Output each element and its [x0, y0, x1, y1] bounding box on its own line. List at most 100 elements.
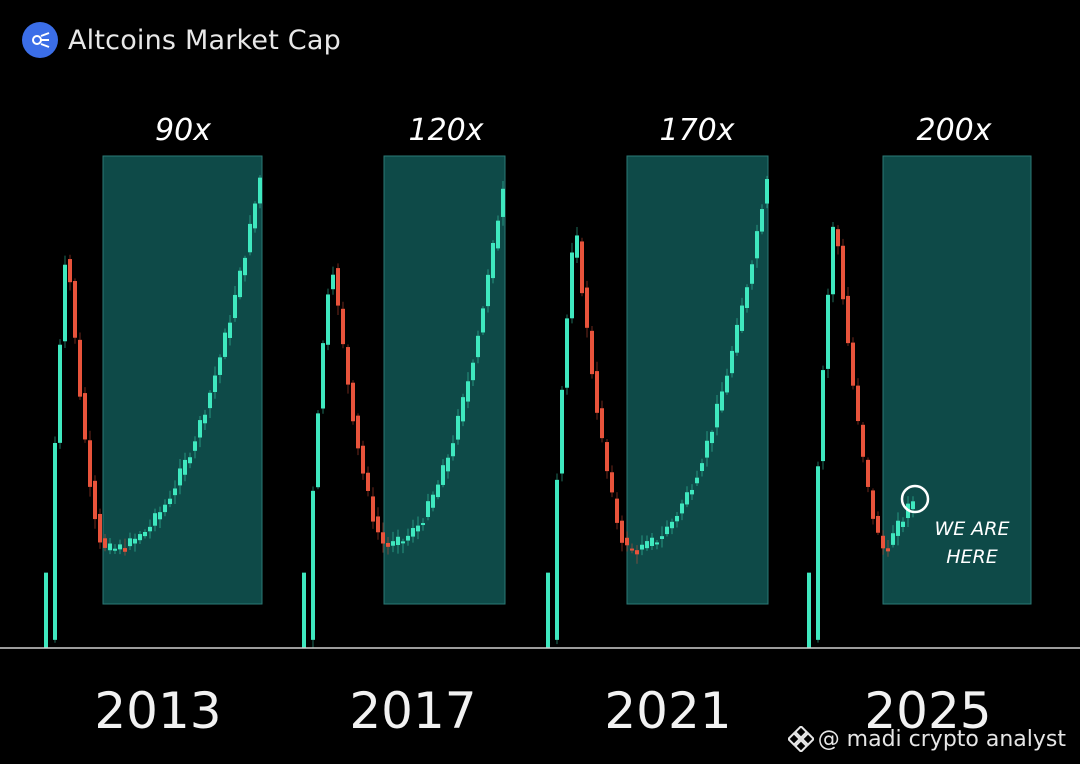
candle	[321, 343, 325, 409]
candle	[411, 528, 415, 537]
candle	[856, 385, 860, 422]
watermark-text: @ madi crypto analyst	[817, 726, 1066, 752]
candle	[103, 538, 107, 548]
candle	[690, 489, 694, 495]
candle	[821, 370, 825, 462]
candle	[123, 548, 127, 552]
candle	[570, 252, 574, 319]
multiplier-label-2021: 170x	[659, 113, 734, 148]
candle	[886, 548, 890, 552]
year-label-2021: 2021	[604, 682, 731, 740]
candle	[807, 572, 811, 648]
candle	[851, 342, 855, 386]
candle	[153, 513, 157, 526]
candle	[436, 484, 440, 498]
candle	[461, 397, 465, 422]
candle	[168, 498, 172, 505]
multiplier-label-2025: 200x	[916, 113, 991, 148]
candle	[248, 223, 252, 253]
candle	[660, 536, 664, 539]
candle	[645, 541, 649, 549]
note-line-1: WE ARE	[934, 518, 1009, 540]
candle	[203, 414, 207, 424]
candle	[841, 245, 845, 300]
candle	[223, 332, 227, 357]
cycle-box-2025	[882, 155, 1032, 605]
candle	[575, 235, 579, 258]
candle	[451, 443, 455, 457]
candle	[605, 442, 609, 472]
candle	[133, 538, 137, 544]
candle	[361, 445, 365, 474]
candle	[63, 264, 67, 342]
candle	[610, 472, 614, 493]
candle	[53, 442, 57, 640]
candle	[396, 536, 400, 546]
candle	[58, 344, 62, 443]
candle	[431, 494, 435, 508]
candle	[590, 330, 594, 375]
year-label-2017: 2017	[349, 682, 476, 740]
candle	[836, 229, 840, 247]
multiplier-label-2013: 90x	[155, 113, 211, 148]
candle	[376, 516, 380, 533]
candle	[720, 391, 724, 411]
candle	[630, 548, 634, 551]
candle	[316, 413, 320, 488]
candle	[302, 572, 306, 648]
candle	[311, 490, 315, 640]
candle	[585, 287, 589, 328]
candle	[351, 382, 355, 422]
candle	[441, 465, 445, 485]
candle	[901, 521, 905, 527]
candle	[78, 339, 82, 397]
candle	[173, 488, 177, 496]
candle	[635, 550, 639, 555]
candle	[346, 347, 350, 385]
candle	[118, 544, 122, 550]
candle	[44, 572, 48, 648]
candle	[911, 501, 915, 510]
candle	[486, 274, 490, 307]
candle	[680, 503, 684, 514]
candle	[846, 295, 850, 344]
candle	[416, 525, 420, 532]
chart-title: Altcoins Market Cap	[68, 24, 341, 56]
candle	[108, 543, 112, 551]
candle	[178, 468, 182, 486]
candle	[765, 179, 769, 204]
candle	[371, 496, 375, 522]
candle	[426, 501, 430, 518]
candle	[88, 440, 92, 487]
note-line-2: HERE	[946, 546, 998, 568]
candle	[183, 459, 187, 475]
cycle-box-2013	[102, 155, 263, 605]
candle	[148, 526, 152, 532]
year-label-2025: 2025	[864, 682, 991, 740]
candle	[238, 270, 242, 298]
candle	[725, 375, 729, 393]
candle	[555, 479, 559, 640]
candle	[496, 220, 500, 249]
candle	[675, 515, 679, 522]
candle	[128, 538, 132, 547]
candle	[896, 520, 900, 536]
candle	[665, 526, 669, 535]
cycle-box-2021	[626, 155, 769, 605]
candle	[740, 305, 744, 331]
candle	[326, 294, 330, 345]
candle	[891, 533, 895, 545]
candle	[745, 287, 749, 308]
candle	[83, 393, 87, 440]
candle	[625, 537, 629, 546]
candle	[258, 177, 262, 204]
candle	[163, 504, 167, 513]
candle	[356, 415, 360, 449]
candle	[401, 541, 405, 544]
candle	[705, 440, 709, 458]
candle	[331, 274, 335, 290]
candle	[560, 389, 564, 474]
candle	[113, 548, 117, 551]
candle	[750, 264, 754, 284]
